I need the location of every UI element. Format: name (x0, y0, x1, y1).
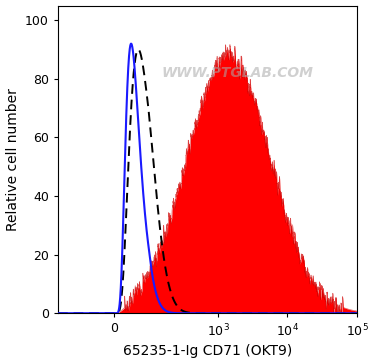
Y-axis label: Relative cell number: Relative cell number (6, 88, 19, 231)
Text: WWW.PTGLAB.COM: WWW.PTGLAB.COM (162, 66, 313, 80)
X-axis label: 65235-1-Ig CD71 (OKT9): 65235-1-Ig CD71 (OKT9) (123, 344, 292, 359)
